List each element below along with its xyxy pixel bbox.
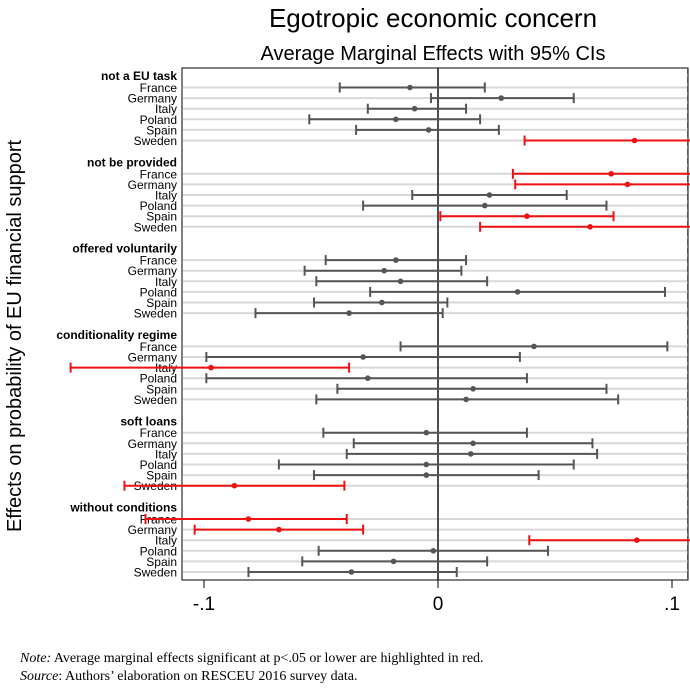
country-label: Sweden <box>134 307 177 321</box>
estimate-point <box>486 192 493 198</box>
estimate-point <box>411 105 418 112</box>
estimate-point <box>482 202 488 209</box>
group-label: not be provided <box>87 155 177 169</box>
country-label: Italy <box>155 189 177 203</box>
estimate-point <box>346 310 352 316</box>
estimate-point <box>390 558 397 565</box>
country-label: France <box>140 167 178 181</box>
estimate-point <box>467 451 474 457</box>
estimate-point <box>470 386 476 392</box>
country-label: Sweden <box>134 393 177 407</box>
note-label: Note: <box>20 651 52 666</box>
country-label: Germany <box>128 351 177 365</box>
estimate-point <box>348 569 355 575</box>
country-label: Poland <box>140 113 177 127</box>
source-line: Source: Authors’ elaboration on RESCEU 2… <box>20 668 358 686</box>
estimate-point <box>624 181 631 188</box>
estimate-point <box>245 516 252 522</box>
country-label: Poland <box>140 544 177 558</box>
chart-subtitle: Average Marginal Effects with 95% CIs <box>261 43 606 65</box>
estimate-point <box>631 137 638 144</box>
estimate-point <box>430 548 437 554</box>
country-label: Germany <box>128 178 177 192</box>
country-label: France <box>140 426 178 440</box>
group-label: offered voluntarily <box>72 242 177 256</box>
note-text: Average marginal effects significant at … <box>51 651 484 666</box>
x-tick-label: -.1 <box>193 594 215 615</box>
country-label: Sweden <box>134 134 177 148</box>
group-label: not a EU task <box>101 69 177 83</box>
source-text: : Authors’ elaboration on RESCEU 2016 su… <box>58 669 358 684</box>
group-label: without conditions <box>69 501 177 515</box>
estimate-point <box>397 278 404 285</box>
estimate-point <box>276 526 282 533</box>
country-label: Germany <box>128 264 177 278</box>
estimate-point <box>423 472 430 478</box>
group-label: conditionality regime <box>56 328 177 342</box>
country-label: Germany <box>128 92 177 106</box>
estimate-point <box>423 461 430 468</box>
estimate-point <box>360 354 366 360</box>
estimate-point <box>393 257 399 263</box>
country-label: Poland <box>140 199 177 213</box>
country-label: Spain <box>146 210 177 224</box>
estimate-point <box>393 116 399 123</box>
x-tick-label: 0 <box>433 594 444 615</box>
country-label: Italy <box>155 447 177 461</box>
country-label: France <box>140 81 178 95</box>
group-label: soft loans <box>120 414 177 428</box>
chart-title: Egotropic economic concern <box>269 3 597 33</box>
country-label: Spain <box>146 469 177 483</box>
estimate-point <box>407 84 413 91</box>
estimate-point <box>208 364 214 371</box>
y-axis-label: Effects on probability of EU financial s… <box>4 140 26 533</box>
country-label: Poland <box>140 458 177 472</box>
estimate-point <box>470 440 476 447</box>
plot-area: not a EU taskFranceGermanyItalyPolandSpa… <box>56 67 690 615</box>
estimate-point <box>379 299 385 306</box>
country-label: Spain <box>146 123 177 137</box>
estimate-point <box>425 127 432 133</box>
country-label: Spain <box>146 296 177 310</box>
estimate-point <box>423 429 430 436</box>
estimate-point <box>514 289 521 295</box>
estimate-point <box>587 224 593 230</box>
country-label: Italy <box>155 534 177 548</box>
plot-frame <box>181 67 689 581</box>
estimate-point <box>381 267 387 274</box>
country-label: Sweden <box>134 566 177 580</box>
country-label: France <box>140 340 178 354</box>
country-label: Spain <box>146 555 177 569</box>
note-line: Note: Average marginal effects significa… <box>20 650 484 668</box>
source-label: Source <box>20 669 59 684</box>
country-label: France <box>140 254 178 268</box>
country-label: Germany <box>128 523 177 537</box>
estimate-point <box>365 375 371 382</box>
estimate-point <box>608 171 614 177</box>
estimate-point <box>231 482 238 489</box>
estimate-point <box>524 213 530 219</box>
country-label: Italy <box>155 102 177 116</box>
estimate-point <box>463 396 469 403</box>
country-label: Germany <box>128 437 177 451</box>
country-label: Sweden <box>134 220 177 234</box>
estimate-point <box>531 343 537 350</box>
country-label: Poland <box>140 285 177 299</box>
country-label: Italy <box>155 275 177 289</box>
estimate-point <box>634 537 640 543</box>
country-label: Spain <box>146 382 177 396</box>
country-label: Poland <box>140 372 177 386</box>
x-tick-label: .1 <box>664 594 680 615</box>
estimate-point <box>498 95 504 101</box>
